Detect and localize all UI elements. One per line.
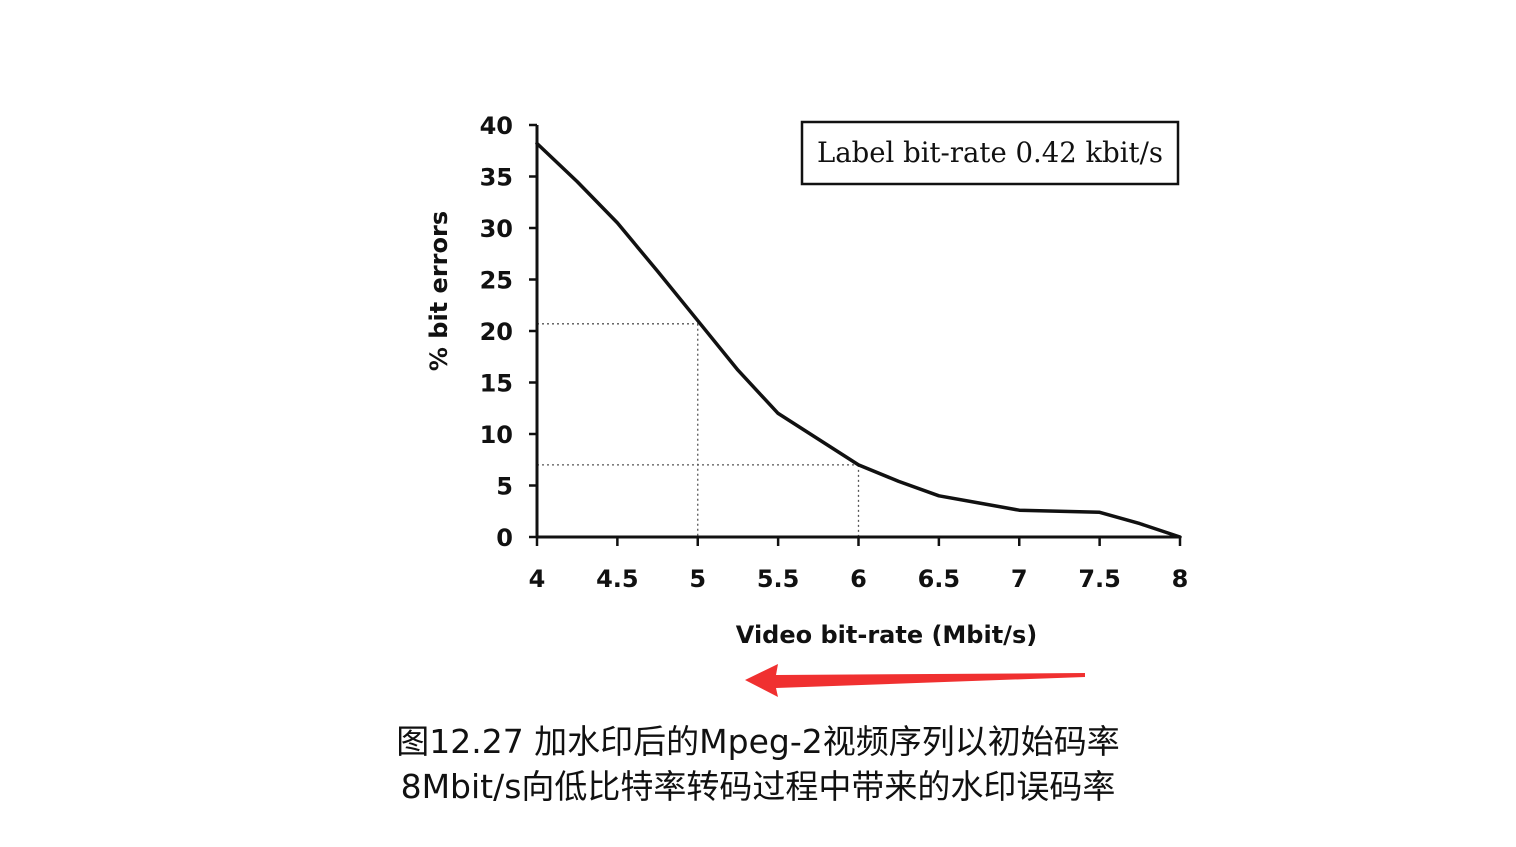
y-tick-label: 35: [480, 164, 513, 192]
y-axis-label: % bit errors: [425, 211, 453, 371]
y-tick-label: 40: [480, 112, 513, 140]
y-tick-label: 20: [480, 318, 513, 346]
x-axis-ticks: 4 4.5 5 5.5 6 6.5 7 7.5 8: [529, 537, 1189, 593]
y-tick-label: 25: [480, 267, 513, 295]
series-group: [535, 141, 1182, 539]
x-tick-label: 4.5: [596, 565, 639, 593]
y-tick-label: 30: [480, 215, 513, 243]
annotation-box: [800, 120, 1180, 186]
reference-lines: [537, 323, 860, 537]
x-tick-label: 5.5: [757, 565, 800, 593]
x-tick-label: 5: [689, 565, 706, 593]
x-tick-label: 6: [850, 565, 867, 593]
y-tick-label: 0: [496, 524, 513, 552]
series-line: [535, 141, 1182, 539]
x-tick-label: 8: [1172, 565, 1189, 593]
x-tick-label: 7: [1011, 565, 1028, 593]
x-tick-label: 6.5: [918, 565, 961, 593]
figure-caption-line-2: 8Mbit/s向低比特率转码过程中带来的水印误码率: [400, 767, 1116, 806]
x-tick-label: 4: [529, 565, 546, 593]
x-axis-label: Video bit-rate (Mbit/s): [736, 621, 1037, 649]
x-tick-label: 7.5: [1078, 565, 1121, 593]
figure-caption-line-1: 图12.27 加水印后的Mpeg-2视频序列以初始码率: [396, 722, 1120, 761]
y-tick-label: 10: [480, 421, 513, 449]
y-tick-label: 15: [480, 370, 513, 398]
y-tick-label: 5: [496, 473, 513, 501]
annotation-text: Label bit-rate 0.42 kbit/s: [817, 136, 1163, 169]
arrow-left-icon: [745, 664, 1085, 697]
y-axis-ticks: 0 5 10 15 20 25 30 35 40: [480, 112, 537, 552]
